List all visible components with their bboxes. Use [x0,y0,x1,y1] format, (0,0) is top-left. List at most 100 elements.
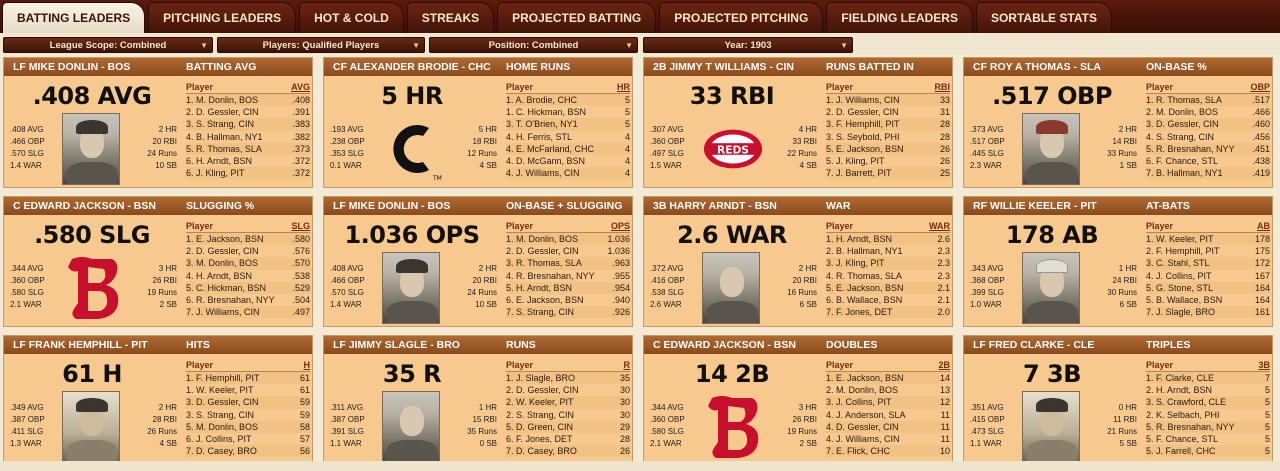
featured-player-name[interactable]: 2B JIMMY T WILLIAMS - CIN [653,61,794,73]
column-header-stat[interactable]: H [303,360,311,370]
table-row[interactable]: 7. D. Casey, BRO 56 [186,445,310,458]
table-row[interactable]: 2. F. Hemphill, PIT 175 [1146,245,1270,257]
column-header-player[interactable]: Player [826,221,854,231]
table-row[interactable]: 3. T. O'Brien, NY1 5 [506,118,630,131]
table-row[interactable]: 5. D. Green, CIN 29 [506,420,630,433]
table-row[interactable]: 2. M. Donlin, BOS .466 [1146,106,1270,118]
table-row[interactable]: 2. B. Hallman, NY1 2.3 [826,245,950,257]
table-row[interactable]: 3. F. Hemphill, PIT 28 [826,118,950,131]
table-row[interactable]: 1. F. Hemphill, PIT 61 [186,372,310,385]
table-row[interactable]: 1. M. Donlin, BOS 1.036 [506,233,630,246]
table-row[interactable]: 3. C. Stahl, STL 172 [1146,257,1270,270]
table-row[interactable]: 1. W. Keeler, PIT 178 [1146,233,1270,246]
table-row[interactable]: 6. E. Jackson, BSN .940 [506,294,630,306]
table-row[interactable]: 4. J. Williams, CIN 4 [506,167,630,180]
column-header-player[interactable]: Player [1146,360,1174,370]
leader-card[interactable]: CF ROY A THOMAS - SLA ON-BASE % .517 OBP .3… [963,57,1273,188]
table-row[interactable]: 3. M. Donlin, BOS .570 [186,257,310,270]
leader-card[interactable]: C EDWARD JACKSON - BSN DOUBLES 14 2B .344 A… [643,335,953,466]
table-row[interactable]: 2. H. Arndt, BSN 5 [1146,384,1270,396]
tab-batting-leaders[interactable]: BATTING LEADERS [2,2,146,33]
column-header-player[interactable]: Player [186,360,214,370]
table-row[interactable]: 5. E. Jackson, BSN 26 [826,142,950,155]
table-row[interactable]: 5. H. Arndt, BSN .954 [506,281,630,294]
table-row[interactable]: 1. C. Hickman, BSN 5 [506,106,630,118]
column-header-stat[interactable]: OBP [1250,82,1270,92]
table-row[interactable]: 5. R. Bresnahan, NYY 5 [1146,420,1270,433]
table-row[interactable]: 5. B. Wallace, BSN 164 [1146,294,1270,306]
featured-player-name[interactable]: LF FRED CLARKE - CLE [973,339,1095,351]
column-header-stat[interactable]: OPS [610,221,630,231]
leader-card[interactable]: 2B JIMMY T WILLIAMS - CIN RUNS BATTED IN 3… [643,57,953,188]
table-row[interactable]: 4. S. Strang, CIN .456 [1146,131,1270,143]
table-row[interactable]: 2. D. Gessler, CIN 31 [826,106,950,118]
column-header-player[interactable]: Player [506,360,534,370]
leader-card[interactable]: LF JIMMY SLAGLE - BRO RUNS 35 R .311 AVG .3… [323,335,633,466]
table-row[interactable]: 4. H. Arndt, BSN .538 [186,270,310,282]
table-row[interactable]: 4. H. Ferris, STL 4 [506,131,630,143]
column-header-stat[interactable]: 2B [938,360,950,370]
table-row[interactable]: 1. F. Clarke, CLE 7 [1146,372,1270,385]
tab-projected-batting[interactable]: PROJECTED BATTING [497,2,657,33]
table-row[interactable]: 1. E. Jackson, BSN 14 [826,372,950,385]
table-row[interactable]: 6. J. Kling, PIT .372 [186,167,310,180]
column-header-stat[interactable]: HR [617,82,630,92]
table-row[interactable]: 1. R. Thomas, SLA .517 [1146,94,1270,107]
table-row[interactable]: 3. S. Strang, CIN 59 [186,409,310,421]
table-row[interactable]: 1. A. Brodie, CHC 5 [506,94,630,107]
column-header-stat[interactable]: AB [1257,221,1270,231]
tab-streaks[interactable]: STREAKS [406,2,495,33]
column-header-player[interactable]: Player [826,360,854,370]
leader-card[interactable]: C EDWARD JACKSON - BSN SLUGGING % .580 SLG… [3,196,313,327]
position-dropdown[interactable]: Position: Combined ▼ [429,37,638,53]
tab-pitching-leaders[interactable]: PITCHING LEADERS [148,2,297,33]
table-row[interactable]: 1. H. Arndt, BSN 2.6 [826,233,950,246]
column-header-stat[interactable]: 3B [1258,360,1270,370]
featured-player-name[interactable]: 3B HARRY ARNDT - BSN [653,200,777,212]
tab-sortable-stats[interactable]: SORTABLE STATS [975,2,1112,33]
table-row[interactable]: 7. D. Casey, BRO 26 [506,445,630,458]
table-row[interactable]: 4. R. Bresnahan, NYY .955 [506,270,630,282]
table-row[interactable]: 7. E. Flick, CHC 10 [826,445,950,458]
column-header-player[interactable]: Player [1146,82,1174,92]
table-row[interactable]: 3. S. Seybold, PHI 28 [826,131,950,143]
table-row[interactable]: 3. D. Gessler, CIN 59 [186,396,310,409]
leader-card[interactable]: LF FRED CLARKE - CLE TRIPLES 7 3B .351 AVG … [963,335,1273,466]
table-row[interactable]: 1. J. Williams, CIN 33 [826,94,950,107]
players-dropdown[interactable]: Players: Qualified Players ▼ [217,37,425,53]
table-row[interactable]: 3. S. Crawford, CLE 5 [1146,396,1270,409]
table-row[interactable]: 3. J. Kling, PIT 2.3 [826,257,950,270]
year-dropdown[interactable]: Year: 1903 ▼ [643,37,853,53]
table-row[interactable]: 5. M. Donlin, BOS 58 [186,420,310,433]
tab-hot-cold[interactable]: HOT & COLD [299,2,404,33]
table-row[interactable]: 2. D. Gessler, CIN 30 [506,384,630,396]
table-row[interactable]: 5. G. Stone, STL 164 [1146,281,1270,294]
table-row[interactable]: 4. D. Gessler, CIN 11 [826,420,950,433]
table-row[interactable]: 7. S. Strang, CIN .926 [506,306,630,319]
table-row[interactable]: 2. D. Gessler, CIN .391 [186,106,310,118]
featured-player-name[interactable]: LF JIMMY SLAGLE - BRO [333,339,460,351]
table-row[interactable]: 3. J. Collins, PIT 12 [826,396,950,409]
table-row[interactable]: 2. D. Gessler, CIN .576 [186,245,310,257]
table-row[interactable]: 7. B. Hallman, NY1 .419 [1146,167,1270,180]
table-row[interactable]: 6. B. Wallace, BSN 2.1 [826,294,950,306]
column-header-player[interactable]: Player [506,221,534,231]
table-row[interactable]: 1. W. Keeler, PIT 61 [186,384,310,396]
featured-player-name[interactable]: LF MIKE DONLIN - BOS [13,61,131,73]
table-row[interactable]: 4. D. McGann, BSN 4 [506,155,630,167]
leader-card[interactable]: 3B HARRY ARNDT - BSN WAR 2.6 WAR .372 AVG .… [643,196,953,327]
column-header-stat[interactable]: R [623,360,631,370]
column-header-player[interactable]: Player [826,82,854,92]
table-row[interactable]: 4. J. Collins, PIT 167 [1146,270,1270,282]
leader-card[interactable]: LF MIKE DONLIN - BOS BATTING AVG .408 AVG.… [3,57,313,188]
column-header-player[interactable]: Player [1146,221,1174,231]
featured-player-name[interactable]: CF ROY A THOMAS - SLA [973,61,1101,73]
column-header-player[interactable]: Player [506,82,534,92]
table-row[interactable]: 6. J. Collins, PIT 57 [186,433,310,445]
column-header-player[interactable]: Player [186,221,214,231]
table-row[interactable]: 7. J. Slagle, BRO 161 [1146,306,1270,319]
table-row[interactable]: 2. K. Selbach, PHI 5 [1146,409,1270,421]
table-row[interactable]: 5. R. Bresnahan, NYY .451 [1146,142,1270,155]
table-row[interactable]: 2. D. Gessler, CIN 1.036 [506,245,630,257]
leader-card[interactable]: RF WILLIE KEELER - PIT AT-BATS 178 AB .343 … [963,196,1273,327]
